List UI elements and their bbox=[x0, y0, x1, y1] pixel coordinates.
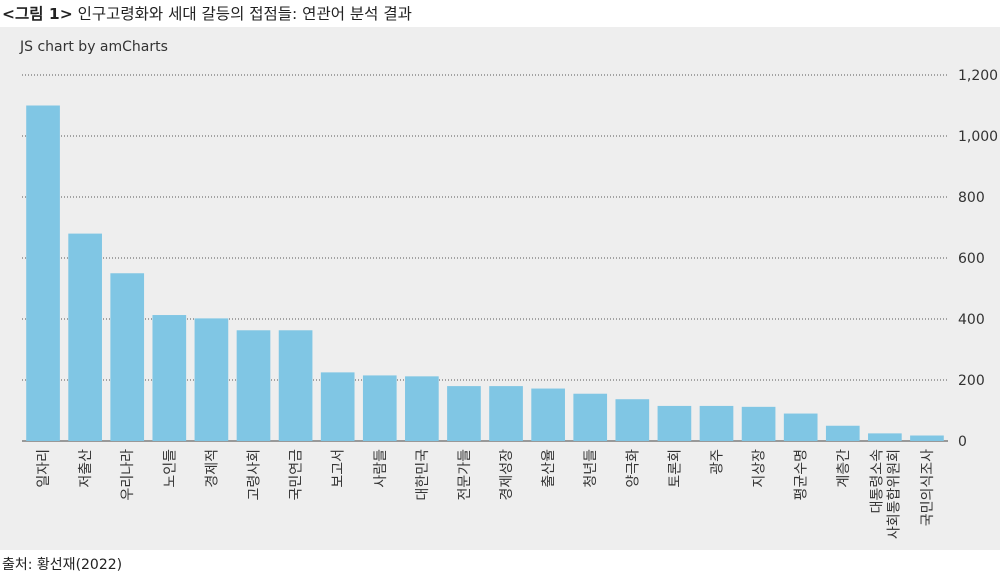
bar bbox=[320, 372, 355, 441]
bar bbox=[910, 435, 944, 441]
x-category-label: 출산율 bbox=[541, 449, 557, 488]
bar bbox=[68, 233, 102, 441]
y-tick-label: 0 bbox=[958, 434, 967, 450]
figure-title: <그림 1> 인구고령화와 세대 갈등의 접점들: 연관어 분석 결과 bbox=[2, 2, 412, 24]
figure-title-text: 인구고령화와 세대 갈등의 접점들: 연관어 분석 결과 bbox=[72, 5, 412, 23]
bar bbox=[699, 405, 734, 441]
chart-credit[interactable]: JS chart by amCharts bbox=[20, 39, 168, 55]
x-category-label: 일자리 bbox=[36, 449, 52, 488]
x-category-label: 평균수명 bbox=[794, 449, 810, 501]
bar bbox=[531, 388, 565, 441]
bar bbox=[194, 318, 229, 441]
x-category-label: 국민의식조사 bbox=[920, 449, 936, 526]
x-category-label: 우리나라 bbox=[120, 449, 136, 501]
x-category-label: 노인들 bbox=[162, 449, 178, 488]
y-tick-label: 1,200 bbox=[958, 68, 998, 84]
x-category-label: 경제적 bbox=[204, 449, 220, 488]
bar bbox=[825, 425, 860, 441]
x-category-label: 사회통합위원회 bbox=[886, 449, 902, 539]
bar bbox=[573, 393, 608, 441]
x-category-label: 토론회 bbox=[667, 449, 683, 488]
bar bbox=[236, 330, 271, 441]
x-category-label: 청년들 bbox=[583, 449, 599, 488]
x-category-label: 보고서 bbox=[331, 449, 347, 488]
figure-number: <그림 1> bbox=[2, 5, 73, 23]
bar bbox=[26, 105, 60, 441]
chart-panel: 0 200 400 600 800 1,000 1,200 일자리 저출산 우리나라 노인들 경제적 고… bbox=[0, 27, 1000, 550]
bar bbox=[741, 406, 776, 441]
y-tick-label: 800 bbox=[958, 190, 985, 206]
bar bbox=[152, 315, 187, 441]
source-note: 출처: 황선재(2022) bbox=[2, 557, 123, 573]
x-category-label: 사람들 bbox=[373, 449, 389, 488]
bar-chart: 0 200 400 600 800 1,000 1,200 일자리 저출산 우리나라 노인들 경제적 고… bbox=[22, 68, 998, 539]
bar bbox=[110, 273, 145, 441]
x-category-label: 대한민국 bbox=[415, 449, 431, 501]
bar bbox=[783, 413, 818, 441]
x-category-label: 고령사회 bbox=[247, 449, 263, 501]
x-category-label: 광주 bbox=[710, 449, 726, 475]
x-category-label: 대통령소속 bbox=[869, 449, 885, 514]
bar bbox=[489, 386, 523, 441]
y-tick-label: 1,000 bbox=[958, 129, 998, 145]
y-tick-label: 400 bbox=[958, 312, 985, 328]
y-tick-label: 200 bbox=[958, 373, 985, 389]
x-category-label: 양극화 bbox=[625, 449, 641, 488]
bar bbox=[868, 433, 902, 441]
y-tick-label: 600 bbox=[958, 251, 985, 267]
bar bbox=[615, 399, 650, 441]
x-category-label: 저출산 bbox=[78, 449, 94, 488]
x-category-label: 국민연금 bbox=[289, 449, 305, 501]
bar bbox=[405, 376, 439, 441]
x-category-label: 지상장 bbox=[752, 449, 768, 488]
bar bbox=[362, 375, 397, 441]
bar bbox=[278, 330, 313, 441]
bar bbox=[447, 386, 481, 441]
x-category-label: 전문가들 bbox=[457, 449, 473, 501]
x-category-label: 계층간 bbox=[836, 449, 852, 488]
bar bbox=[657, 405, 692, 441]
x-category-label: 경제성장 bbox=[499, 449, 515, 501]
